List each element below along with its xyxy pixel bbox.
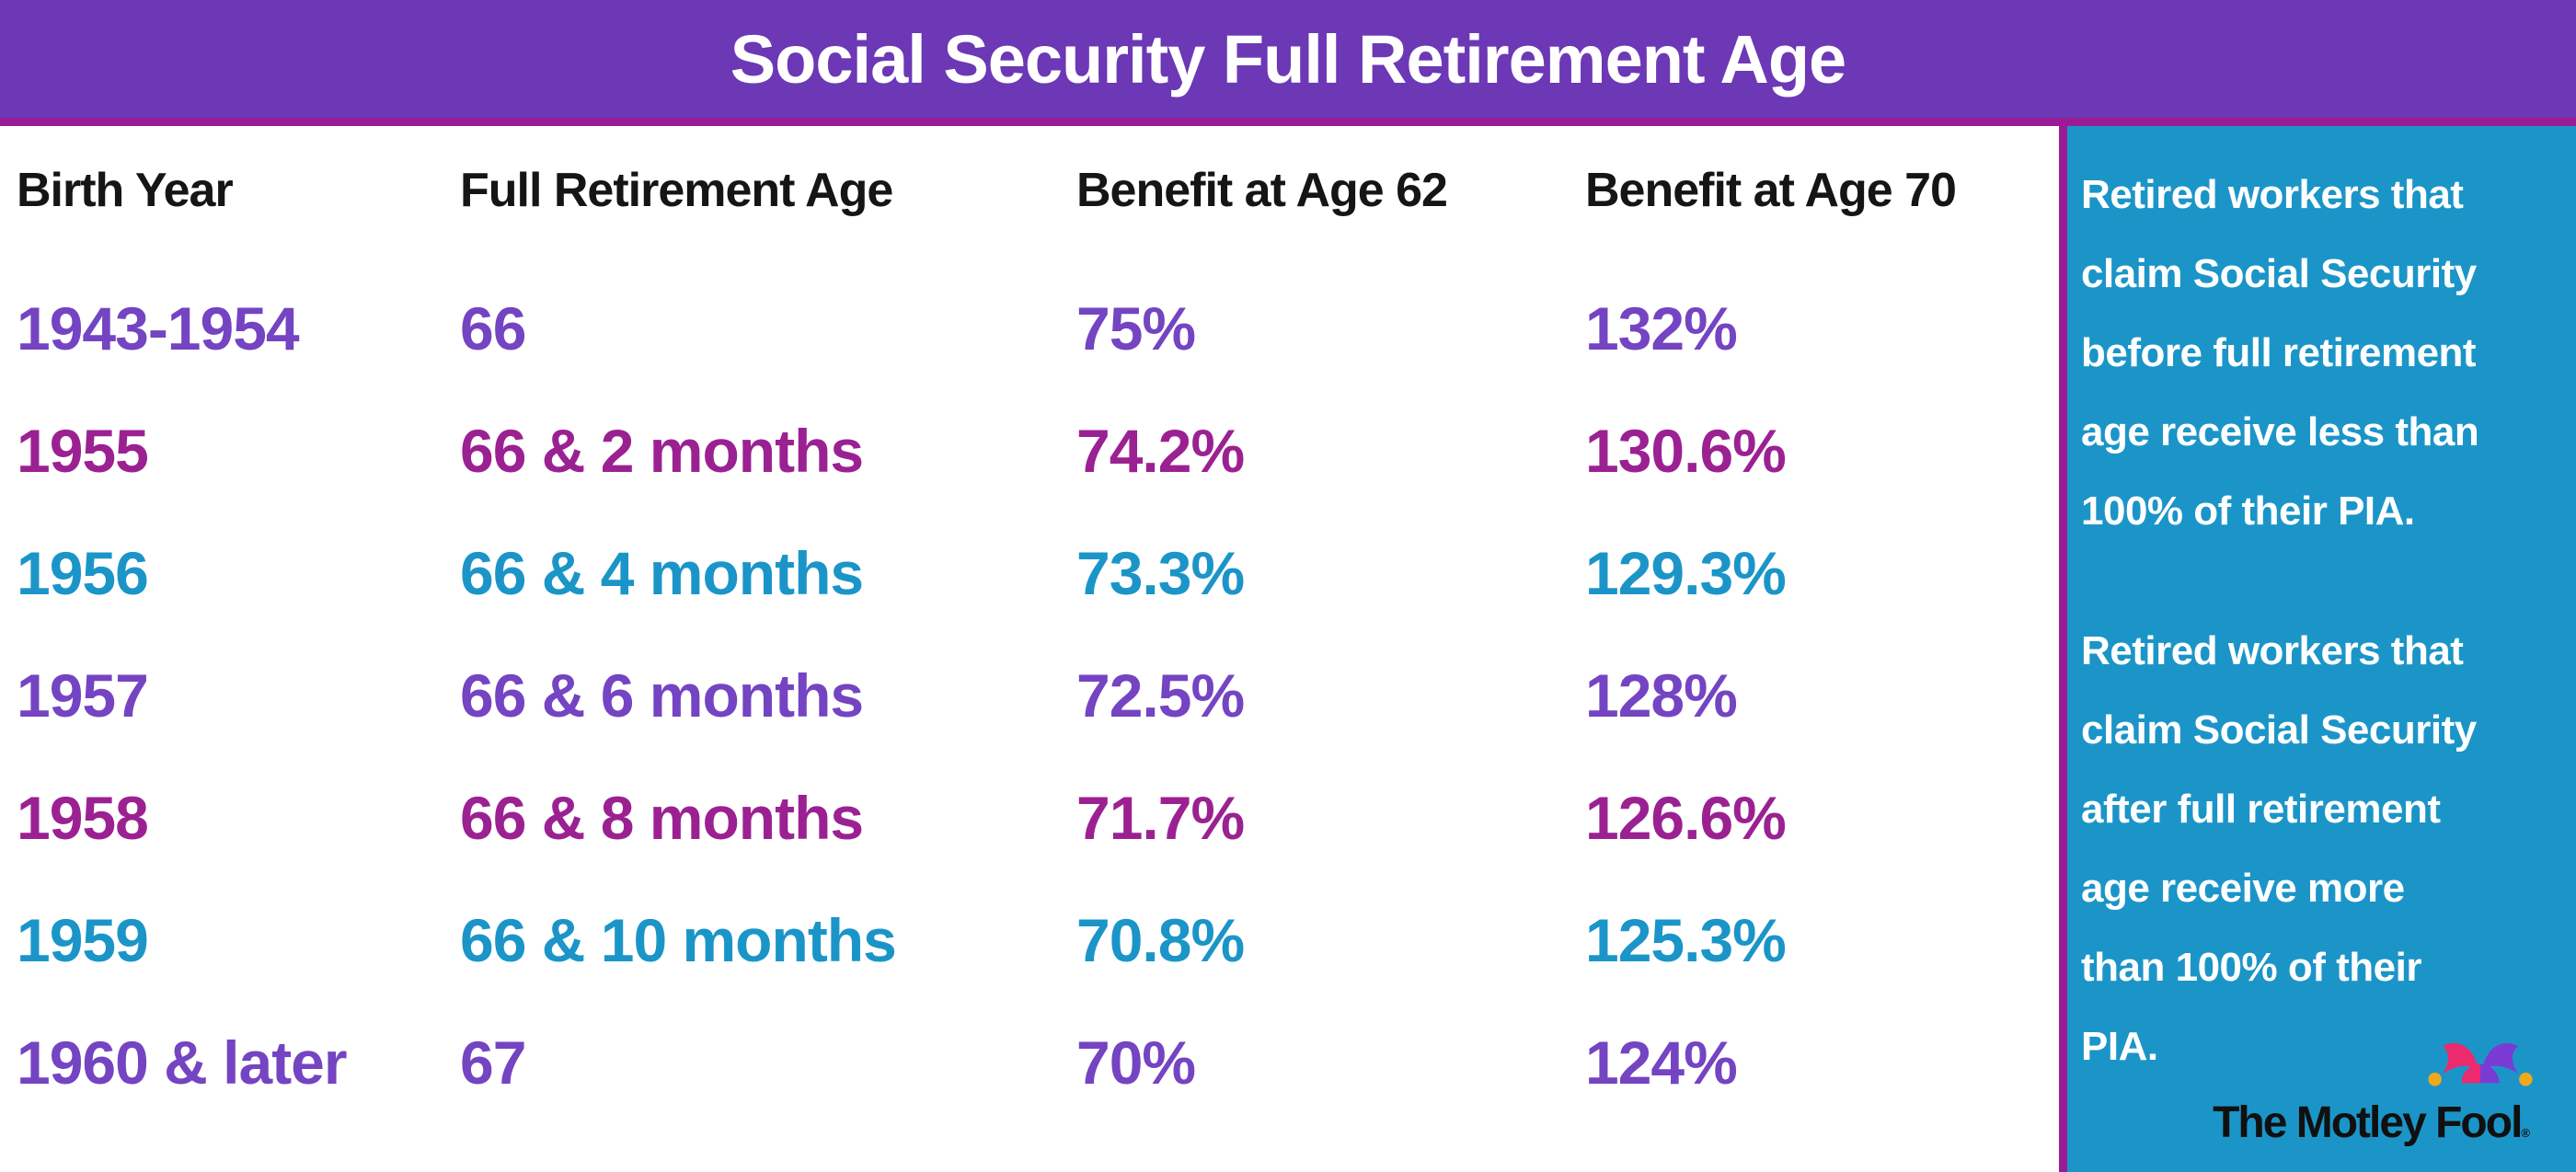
table-row: 1959 66 & 10 months 70.8% 125.3%: [17, 879, 2059, 1001]
content-area: Birth Year Full Retirement Age Benefit a…: [0, 126, 2576, 1172]
benefit-70-cell: 126.6%: [1585, 783, 1787, 852]
full-retirement-age-cell: 66 & 8 months: [460, 783, 864, 852]
benefit-70-cell: 132%: [1585, 293, 1738, 362]
title-banner: Social Security Full Retirement Age: [0, 0, 2576, 126]
benefit-62-cell: 70%: [1076, 1028, 1196, 1097]
table-body: 1943-1954 66 75% 132% 1955 66 & 2 months…: [17, 267, 2059, 1123]
birth-year-cell: 1956: [17, 538, 149, 607]
full-retirement-age-cell: 66 & 2 months: [460, 416, 864, 485]
table-header-row: Birth Year Full Retirement Age Benefit a…: [17, 126, 2059, 267]
jester-hat-icon: [2428, 1042, 2533, 1086]
birth-year-cell: 1958: [17, 783, 149, 852]
column-header-benefit-70: Benefit at Age 70: [1585, 163, 1957, 217]
column-header-benefit-62: Benefit at Age 62: [1076, 163, 1448, 217]
motley-fool-logo: The Motley Fool®: [2213, 1097, 2530, 1148]
registered-trademark-symbol: ®: [2521, 1126, 2530, 1140]
benefit-70-cell: 124%: [1585, 1028, 1738, 1097]
full-retirement-age-cell: 67: [460, 1028, 526, 1097]
note-after-fra: Retired workers that claim Social Securi…: [2081, 628, 2477, 1069]
table-row: 1955 66 & 2 months 74.2% 130.6%: [17, 389, 2059, 511]
benefit-62-cell: 75%: [1076, 293, 1196, 362]
sidebar-notes: Retired workers that claim Social Securi…: [2059, 126, 2576, 1172]
benefit-62-cell: 74.2%: [1076, 416, 1245, 485]
page-title: Social Security Full Retirement Age: [730, 20, 1846, 98]
benefit-62-cell: 72.5%: [1076, 661, 1245, 730]
benefit-70-cell: 125.3%: [1585, 905, 1787, 974]
birth-year-cell: 1955: [17, 416, 149, 485]
table-row: 1956 66 & 4 months 73.3% 129.3%: [17, 511, 2059, 634]
full-retirement-age-cell: 66 & 10 months: [460, 905, 897, 974]
benefit-70-cell: 130.6%: [1585, 416, 1787, 485]
full-retirement-age-cell: 66: [460, 293, 526, 362]
table-row: 1957 66 & 6 months 72.5% 128%: [17, 634, 2059, 756]
full-retirement-age-cell: 66 & 6 months: [460, 661, 864, 730]
birth-year-cell: 1957: [17, 661, 149, 730]
birth-year-cell: 1960 & later: [17, 1028, 348, 1097]
full-retirement-age-cell: 66 & 4 months: [460, 538, 864, 607]
birth-year-cell: 1959: [17, 905, 149, 974]
table-row: 1958 66 & 8 months 71.7% 126.6%: [17, 756, 2059, 879]
retirement-table: Birth Year Full Retirement Age Benefit a…: [0, 126, 2059, 1172]
benefit-62-cell: 71.7%: [1076, 783, 1245, 852]
benefit-70-cell: 128%: [1585, 661, 1738, 730]
birth-year-cell: 1943-1954: [17, 293, 300, 362]
column-header-birth-year: Birth Year: [17, 163, 234, 217]
note-before-fra: Retired workers that claim Social Securi…: [2081, 172, 2479, 534]
motley-fool-logo-text: The Motley Fool: [2213, 1098, 2523, 1147]
column-header-full-retirement-age: Full Retirement Age: [460, 163, 893, 217]
table-row: 1943-1954 66 75% 132%: [17, 267, 2059, 389]
benefit-62-cell: 73.3%: [1076, 538, 1245, 607]
benefit-70-cell: 129.3%: [1585, 538, 1787, 607]
benefit-62-cell: 70.8%: [1076, 905, 1245, 974]
table-row: 1960 & later 67 70% 124%: [17, 1001, 2059, 1123]
